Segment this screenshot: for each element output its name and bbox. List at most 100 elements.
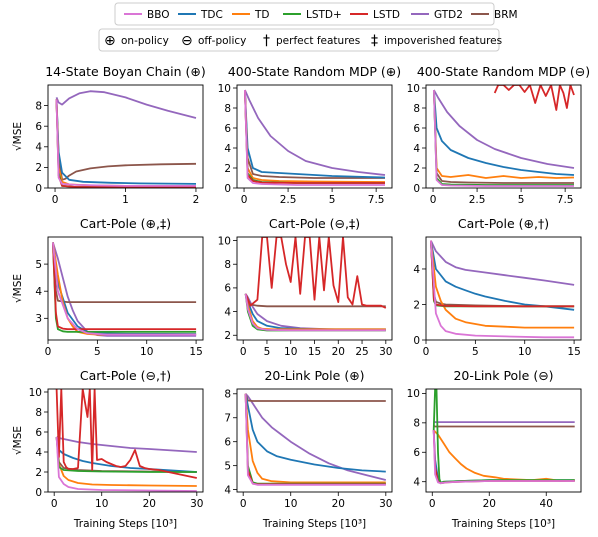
y-tick-label: 4 bbox=[35, 142, 42, 154]
y-tick-label: 4 bbox=[413, 143, 420, 155]
y-tick-label: 0 bbox=[413, 183, 420, 195]
y-tick-label: 8 bbox=[413, 103, 420, 115]
series-line-gtd2 bbox=[55, 90, 197, 119]
x-tick-label: 5 bbox=[264, 346, 271, 358]
y-tick-label: 4 bbox=[224, 484, 231, 496]
plot-frame bbox=[425, 236, 582, 341]
y-tick-label: 8 bbox=[413, 418, 420, 430]
series-line-bbo bbox=[433, 89, 574, 187]
x-tick-label: 20 bbox=[143, 498, 156, 510]
series-line-bbo bbox=[55, 436, 197, 492]
x-tick-label: 10 bbox=[284, 498, 297, 510]
y-tick-label: 0 bbox=[224, 183, 231, 195]
y-tick-label: 2 bbox=[413, 299, 420, 311]
series-line-gtd2 bbox=[52, 242, 197, 337]
series-group bbox=[430, 240, 575, 339]
panel-title: 14-State Boyan Chain (⊕) bbox=[45, 64, 206, 79]
plot-frame bbox=[425, 84, 582, 189]
x-tick-label: 2 bbox=[193, 194, 200, 206]
y-tick-label: 2 bbox=[224, 330, 231, 342]
plot-frame bbox=[236, 84, 393, 189]
y-tick-label: 8 bbox=[224, 259, 231, 271]
y-tick-label: 10 bbox=[29, 387, 42, 399]
series-group bbox=[433, 85, 575, 187]
y-tick-label: 4 bbox=[35, 286, 42, 298]
series-line-tdc bbox=[55, 99, 197, 185]
panel: Cart-Pole (⊕,†) 0 5 10 15 0 2 4 bbox=[413, 216, 582, 358]
x-tick-label: 20 bbox=[483, 498, 496, 510]
panel: 400-State Random MDP (⊕) 0 2.5 5 7.5 0 2 4 6 8 10 bbox=[218, 64, 402, 206]
x-tick-label: 0 bbox=[430, 194, 437, 206]
y-tick-label: 2 bbox=[413, 163, 420, 175]
y-tick-label: 6 bbox=[413, 123, 420, 135]
symbol-entry: † perfect features bbox=[263, 33, 360, 49]
y-axis-label: √MSE bbox=[12, 426, 24, 455]
y-tick-label: 2 bbox=[35, 162, 42, 174]
series-line-td bbox=[244, 89, 386, 183]
y-tick-label: 0 bbox=[35, 183, 42, 195]
x-tick-label: 5 bbox=[94, 346, 101, 358]
series-line-lstd bbox=[244, 89, 385, 184]
x-tick-label: 2.5 bbox=[469, 194, 486, 206]
series-line-bbo bbox=[432, 430, 575, 485]
plot-frame bbox=[47, 236, 204, 341]
y-tick-label: 2 bbox=[35, 467, 42, 479]
x-tick-label: 2.5 bbox=[280, 194, 297, 206]
x-tick-label: 5 bbox=[518, 194, 525, 206]
series-line-lstd-plus bbox=[432, 389, 575, 485]
series-line-tdc bbox=[433, 89, 575, 176]
x-tick-label: 0 bbox=[241, 194, 248, 206]
series-line-bbo bbox=[55, 99, 196, 187]
series-line-bbo bbox=[52, 242, 197, 336]
legend-label: TD bbox=[254, 9, 270, 21]
series-line-gtd2 bbox=[433, 89, 575, 169]
y-tick-label: 10 bbox=[407, 388, 420, 400]
legend-label: LSTD+ bbox=[306, 9, 342, 21]
y-tick-label: 4 bbox=[413, 477, 420, 489]
legend-label: TDC bbox=[200, 9, 223, 21]
series-line-brm bbox=[244, 89, 385, 179]
y-tick-label: 4 bbox=[35, 447, 42, 459]
x-tick-label: 10 bbox=[95, 498, 108, 510]
x-tick-label: 0 bbox=[240, 498, 247, 510]
series-group bbox=[244, 237, 387, 332]
symbol-text: on-policy bbox=[121, 35, 169, 47]
panel-title: 400-State Random MDP (⊕) bbox=[228, 64, 401, 79]
plot-frame bbox=[47, 388, 204, 493]
series-line-lstd bbox=[244, 237, 387, 309]
series-line-lstd bbox=[52, 242, 197, 331]
series-line-bbo bbox=[244, 89, 385, 186]
y-tick-label: 8 bbox=[224, 103, 231, 115]
series-line-lstd bbox=[493, 85, 575, 111]
series-line-lstd-plus bbox=[433, 89, 574, 186]
x-tick-label: 0 bbox=[45, 346, 52, 358]
y-tick-label: 3 bbox=[35, 313, 42, 325]
symbol-text: off-policy bbox=[198, 35, 246, 47]
panel-title: Cart-Pole (⊖,†) bbox=[80, 368, 171, 383]
x-tick-label: 7.5 bbox=[557, 194, 574, 206]
panel-title: Cart-Pole (⊖,‡) bbox=[269, 216, 360, 231]
x-tick-label: 15 bbox=[567, 346, 580, 358]
y-tick-label: 4 bbox=[224, 143, 231, 155]
y-axis-label: √MSE bbox=[12, 274, 24, 303]
panel: Cart-Pole (⊕,‡) 0 5 10 15 3 4 5 √MSE bbox=[12, 216, 204, 358]
x-tick-label: 0 bbox=[52, 194, 59, 206]
legend-entry: BBO bbox=[124, 9, 170, 21]
symbol-glyph: ⊕ bbox=[104, 33, 116, 49]
y-tick-label: 6 bbox=[35, 121, 42, 133]
y-tick-label: 8 bbox=[35, 100, 42, 112]
y-tick-label: 0 bbox=[35, 487, 42, 499]
series-line-gtd2 bbox=[244, 393, 387, 481]
x-axis-label: Training Steps [10³] bbox=[451, 518, 555, 530]
panel: 400-State Random MDP (⊖) 0 2.5 5 7.5 0 2 4 6 8 10 bbox=[407, 64, 591, 206]
x-tick-label: 30 bbox=[379, 346, 392, 358]
series-line-td bbox=[433, 89, 575, 179]
symbol-text: perfect features bbox=[276, 35, 360, 47]
series-group bbox=[52, 242, 197, 337]
y-tick-label: 10 bbox=[407, 83, 420, 95]
y-tick-label: 0 bbox=[413, 335, 420, 347]
y-tick-label: 6 bbox=[413, 447, 420, 459]
y-tick-label: 6 bbox=[35, 427, 42, 439]
panel-title: 400-State Random MDP (⊖) bbox=[417, 64, 590, 79]
series-line-tdc bbox=[244, 293, 386, 331]
